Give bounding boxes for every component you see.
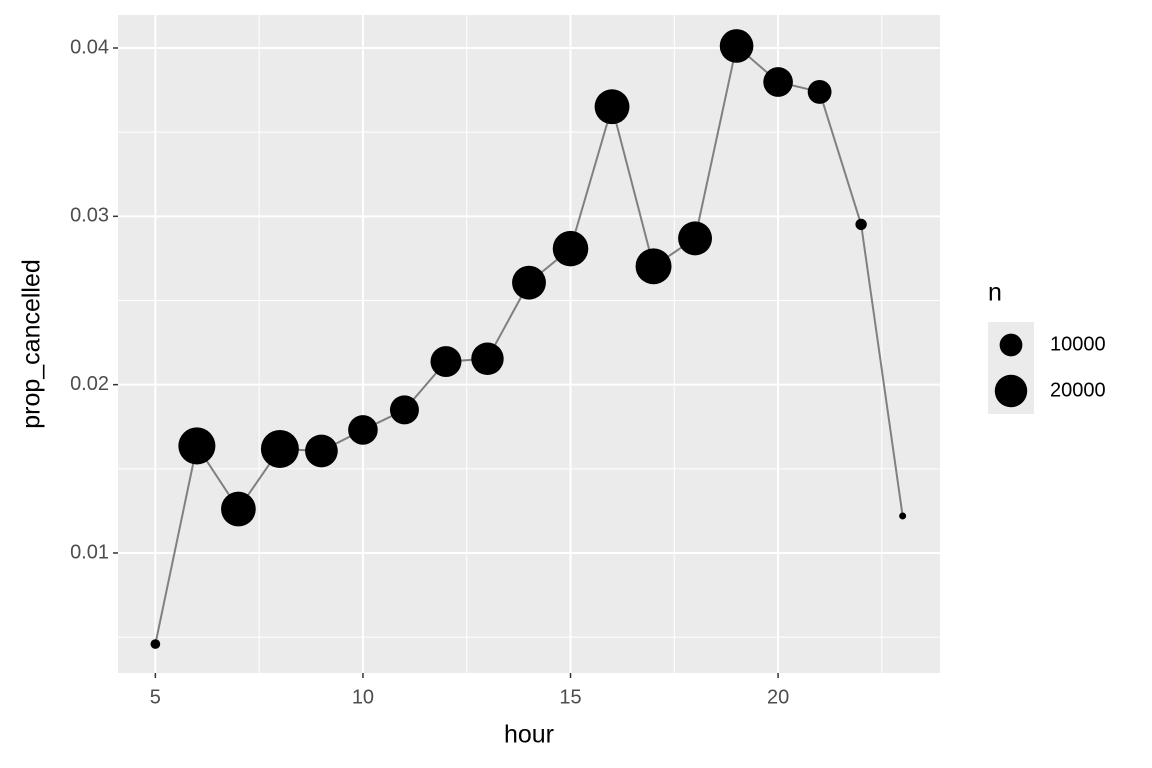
point bbox=[635, 248, 672, 285]
point bbox=[807, 80, 832, 104]
point bbox=[430, 346, 462, 378]
point bbox=[594, 89, 630, 125]
point bbox=[178, 427, 216, 465]
point bbox=[552, 230, 589, 267]
x-tick-label: 20 bbox=[767, 686, 789, 708]
legend-label: 10000 bbox=[1050, 333, 1106, 355]
point bbox=[512, 265, 546, 300]
point bbox=[719, 29, 754, 63]
x-tick-label: 10 bbox=[352, 686, 374, 708]
point bbox=[150, 639, 161, 649]
point bbox=[348, 415, 378, 445]
legend-key bbox=[999, 333, 1023, 357]
x-tick-label: 5 bbox=[150, 686, 161, 708]
point bbox=[471, 342, 504, 375]
y-tick-label: 0.03 bbox=[70, 205, 109, 227]
x-axis-title: hour bbox=[504, 721, 554, 749]
point bbox=[389, 395, 419, 425]
panel bbox=[118, 15, 940, 673]
point bbox=[763, 67, 793, 97]
point bbox=[899, 512, 907, 520]
y-tick-label: 0.04 bbox=[70, 36, 109, 58]
y-axis-title: prop_cancelled bbox=[18, 259, 46, 429]
point bbox=[221, 491, 256, 527]
point bbox=[678, 221, 713, 256]
y-tick-label: 0.02 bbox=[70, 373, 109, 395]
legend-label: 20000 bbox=[1050, 379, 1106, 401]
point bbox=[260, 429, 299, 468]
y-tick-label: 0.01 bbox=[70, 541, 109, 563]
legend-title: n bbox=[988, 279, 1002, 307]
point bbox=[305, 434, 338, 468]
x-tick-label: 15 bbox=[559, 686, 581, 708]
legend-key bbox=[994, 374, 1028, 408]
point bbox=[855, 218, 867, 231]
